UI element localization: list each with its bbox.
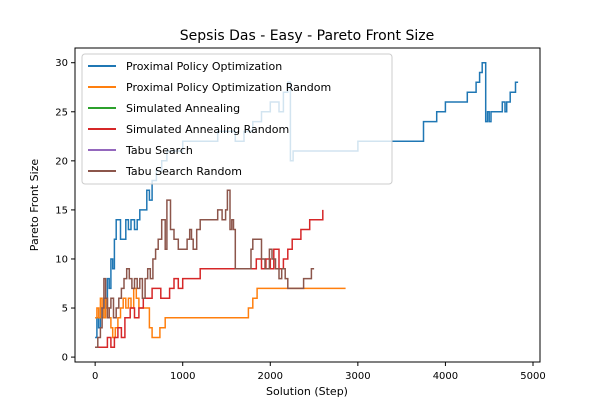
legend-label-1: Proximal Policy Optimization Random: [126, 81, 331, 94]
series-line-3: [95, 209, 324, 349]
legend-label-0: Proximal Policy Optimization: [126, 60, 282, 73]
legend-label-5: Tabu Search Random: [125, 165, 242, 178]
y-tick-label: 10: [55, 254, 68, 265]
y-tick-label: 0: [62, 353, 68, 364]
x-tick-label: 0: [92, 371, 98, 382]
x-tick-label: 4000: [433, 371, 458, 382]
legend-label-3: Simulated Annealing Random: [126, 123, 289, 136]
chart-title: Sepsis Das - Easy - Pareto Front Size: [180, 28, 434, 44]
y-axis-label: Pareto Front Size: [28, 159, 41, 252]
x-axis-ticks: 0 1000 2000 3000 4000 5000: [92, 362, 546, 382]
x-tick-label: 2000: [258, 371, 283, 382]
y-axis-ticks: 0 5 10 15 20 25 30: [55, 58, 75, 364]
y-tick-label: 15: [55, 205, 68, 216]
x-axis-label: Solution (Step): [266, 385, 348, 398]
y-tick-label: 30: [55, 58, 68, 69]
legend-label-4: Tabu Search: [125, 144, 193, 157]
legend: Proximal Policy Optimization Proximal Pol…: [81, 53, 393, 185]
x-tick-label: 5000: [520, 371, 545, 382]
y-tick-label: 20: [55, 156, 68, 167]
x-tick-label: 1000: [170, 371, 195, 382]
legend-label-2: Simulated Annealing: [126, 102, 240, 115]
y-tick-label: 5: [62, 304, 68, 315]
legend-box: [81, 53, 393, 185]
x-tick-label: 3000: [345, 371, 370, 382]
plot-frame: [74, 47, 541, 363]
y-tick-label: 25: [55, 107, 68, 118]
series-line-5: [95, 189, 315, 349]
